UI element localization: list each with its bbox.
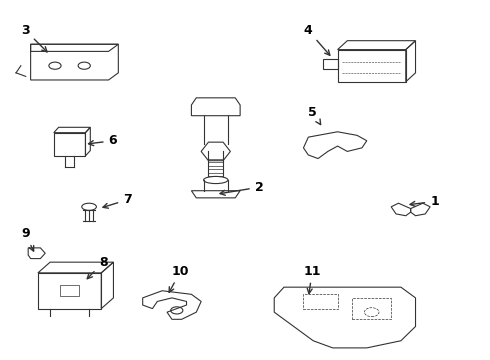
Text: 11: 11 [303,265,321,294]
Text: 8: 8 [87,256,107,279]
Text: 4: 4 [303,23,330,55]
Text: 6: 6 [89,134,117,147]
Text: 1: 1 [410,195,439,208]
Text: 3: 3 [21,23,47,52]
Text: 9: 9 [21,227,34,251]
Text: 10: 10 [169,265,190,292]
Text: 7: 7 [103,193,132,208]
Text: 5: 5 [308,106,320,125]
Text: 2: 2 [220,181,264,195]
